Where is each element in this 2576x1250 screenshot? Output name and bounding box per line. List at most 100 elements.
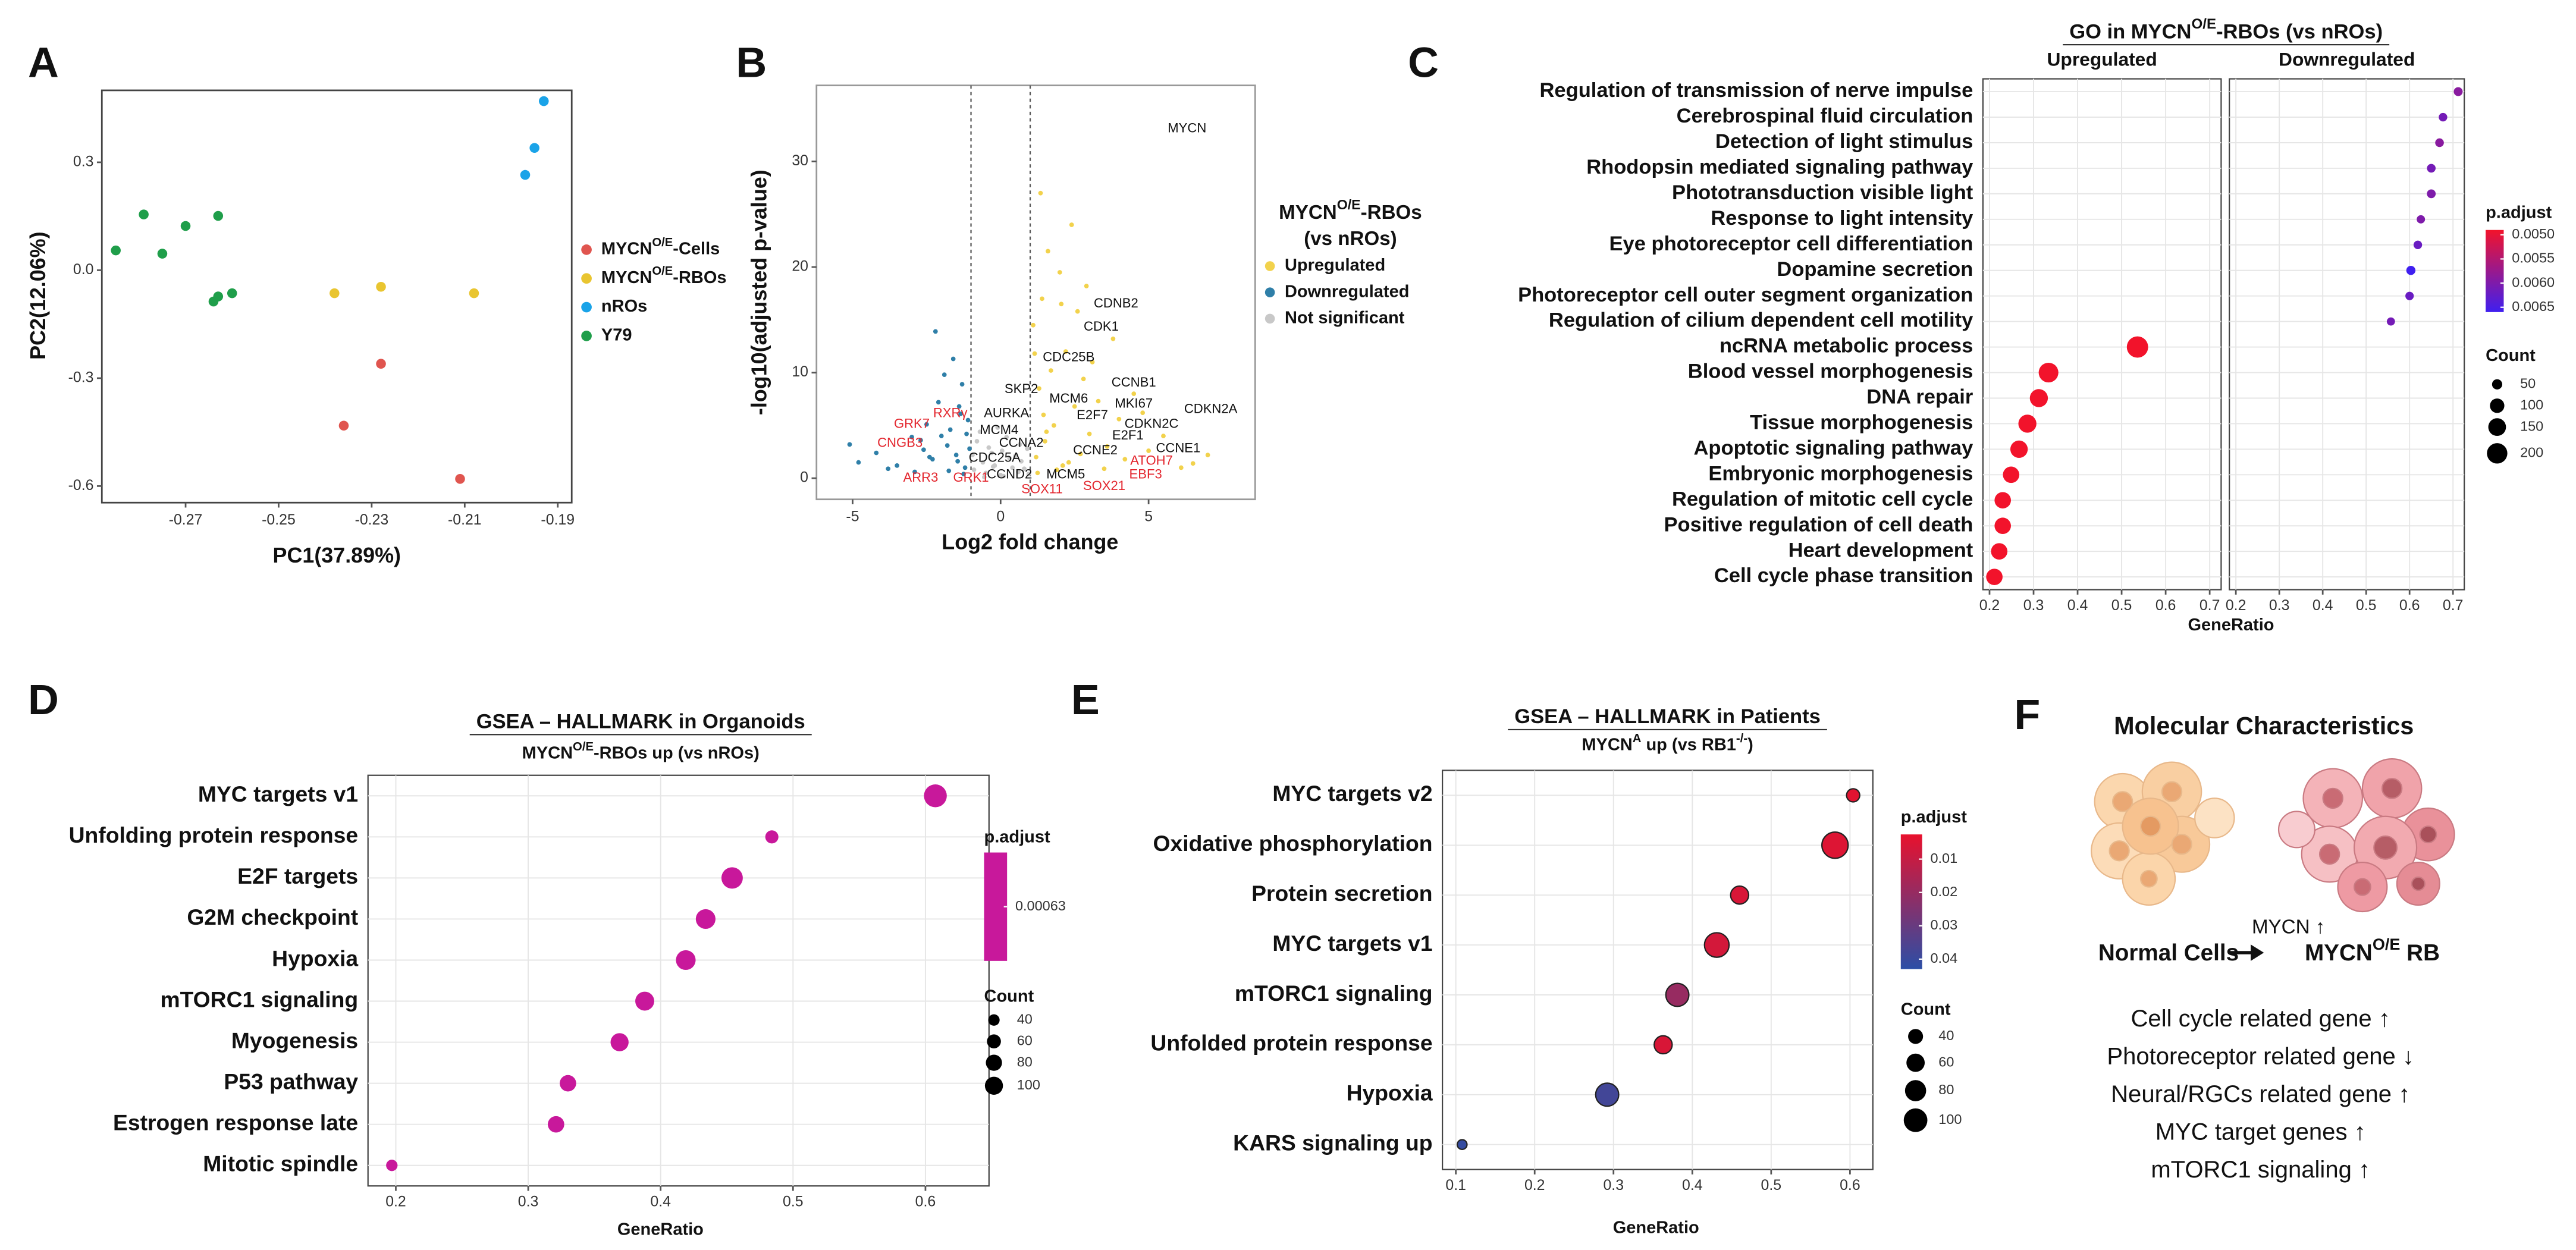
nucleus: [2354, 878, 2371, 896]
dot: [1994, 517, 2011, 535]
nucleus: [2161, 781, 2183, 803]
point: [953, 453, 959, 457]
colorbar-label: 0.04: [1930, 950, 1957, 966]
point: [989, 450, 994, 456]
point: [1046, 249, 1050, 254]
x-tick-label: 0.4: [2067, 598, 2088, 614]
point: [945, 443, 950, 448]
point: [376, 359, 386, 369]
dot: [1986, 569, 2003, 585]
y-tick-label: 10: [792, 364, 808, 380]
x-tick-label: 0.2: [1524, 1177, 1545, 1194]
dot: [2405, 291, 2414, 300]
dot: [1821, 831, 1849, 859]
point: [455, 474, 465, 484]
gene-label: MCM4: [980, 422, 1018, 437]
gene-label: SOX11: [1021, 482, 1063, 497]
point: [936, 400, 941, 405]
colorbar-label: 0.0060: [2512, 274, 2555, 290]
category-label: Cerebrospinal fluid circulation: [1677, 105, 1973, 127]
category-label: DNA repair: [1866, 386, 1973, 409]
nucleus: [2319, 843, 2340, 865]
x-tick-label: -0.25: [262, 512, 296, 528]
colorbar: [984, 852, 1008, 961]
panel-label: B: [736, 39, 767, 86]
dot: [2126, 336, 2148, 358]
colorbar-label: 0.01: [1930, 850, 1957, 866]
x-tick-label: 0.3: [2269, 598, 2290, 614]
gene-label: GRK7: [894, 416, 930, 431]
size-legend-marker: [2488, 418, 2506, 436]
characteristic: mTORC1 signaling ↑: [2151, 1157, 2370, 1183]
point: [927, 454, 932, 460]
size-legend-marker: [1906, 1053, 1925, 1072]
point: [157, 249, 168, 259]
gene-label: AURKA: [984, 406, 1029, 420]
dot: [386, 1160, 398, 1172]
category-label: Rhodopsin mediated signaling pathway: [1586, 156, 1973, 178]
point: [874, 450, 879, 456]
nucleus: [2322, 787, 2343, 809]
category-label: Eye photoreceptor cell differentiation: [1609, 233, 1973, 255]
plot-area: [815, 84, 1256, 501]
category-label: MYC targets v1: [198, 781, 358, 806]
point: [1040, 296, 1044, 301]
y-tick-label: 30: [792, 153, 808, 169]
gene-label: SKP2: [1005, 381, 1038, 396]
x-tick-label: 0.3: [1603, 1177, 1624, 1194]
dot: [2010, 440, 2028, 458]
dot: [924, 784, 947, 808]
point: [1007, 456, 1012, 461]
chart-subtitle: MYCNO/E-RBOs up (vs nROs): [522, 740, 760, 762]
x-tick-label: 0.6: [2155, 598, 2176, 614]
point: [1057, 270, 1062, 275]
characteristic: Cell cycle related gene ↑: [2131, 1006, 2390, 1032]
gene-label: RXRγ: [933, 406, 968, 420]
x-tick-label: 0.7: [2443, 598, 2464, 614]
gene-label: CCNB1: [1112, 375, 1156, 390]
nucleus: [2381, 778, 2403, 799]
panel-f-art: [2091, 758, 2455, 961]
size-legend-marker: [2490, 398, 2505, 413]
dot: [560, 1075, 576, 1092]
size-legend-marker: [2492, 379, 2503, 390]
point: [180, 221, 191, 231]
category-label: Dopamine secretion: [1777, 258, 1973, 281]
point: [1081, 376, 1086, 382]
x-tick-label: 0.1: [1445, 1177, 1466, 1194]
x-tick-label: -0.19: [541, 512, 575, 528]
point: [1205, 453, 1210, 457]
point: [1161, 434, 1166, 439]
x-tick-label: 0.6: [2399, 598, 2420, 614]
category-label: Embryonic morphogenesis: [1708, 462, 1973, 485]
colorbar-label: 0.00063: [1015, 898, 1066, 913]
nucleus: [2111, 791, 2133, 812]
point: [1075, 309, 1080, 314]
gene-label: CDKN2A: [1184, 401, 1238, 416]
x-tick-label: 0.4: [650, 1194, 671, 1210]
category-label: MYC targets v2: [1272, 781, 1432, 806]
point: [895, 463, 899, 468]
size-legend-label: 40: [1017, 1011, 1033, 1026]
point: [980, 460, 986, 465]
point: [921, 447, 926, 453]
point: [1004, 435, 1009, 439]
point: [1054, 467, 1059, 472]
legend-title: p.adjust: [984, 827, 1051, 846]
point: [1102, 466, 1107, 472]
nucleus: [2419, 825, 2437, 844]
point: [1078, 451, 1083, 457]
point: [1038, 190, 1043, 196]
x-tick-label: 0.5: [2356, 598, 2377, 614]
colorbar-label: 0.0065: [2512, 299, 2555, 314]
chart-title: GSEA – HALLMARK in Patients: [1514, 705, 1821, 728]
superscript: O/E: [2373, 935, 2401, 953]
arrow-label: MYCN ↑: [2252, 916, 2325, 938]
characteristic: MYC target genes ↑: [2155, 1119, 2366, 1145]
point: [995, 425, 1000, 430]
dot: [1846, 788, 1860, 803]
point: [986, 445, 992, 450]
gene-label: CDKN2C: [1125, 416, 1179, 431]
x-tick-label: -0.21: [448, 512, 482, 528]
chart-title: GO in MYCNO/E-RBOs (vs nROs): [2069, 16, 2383, 43]
